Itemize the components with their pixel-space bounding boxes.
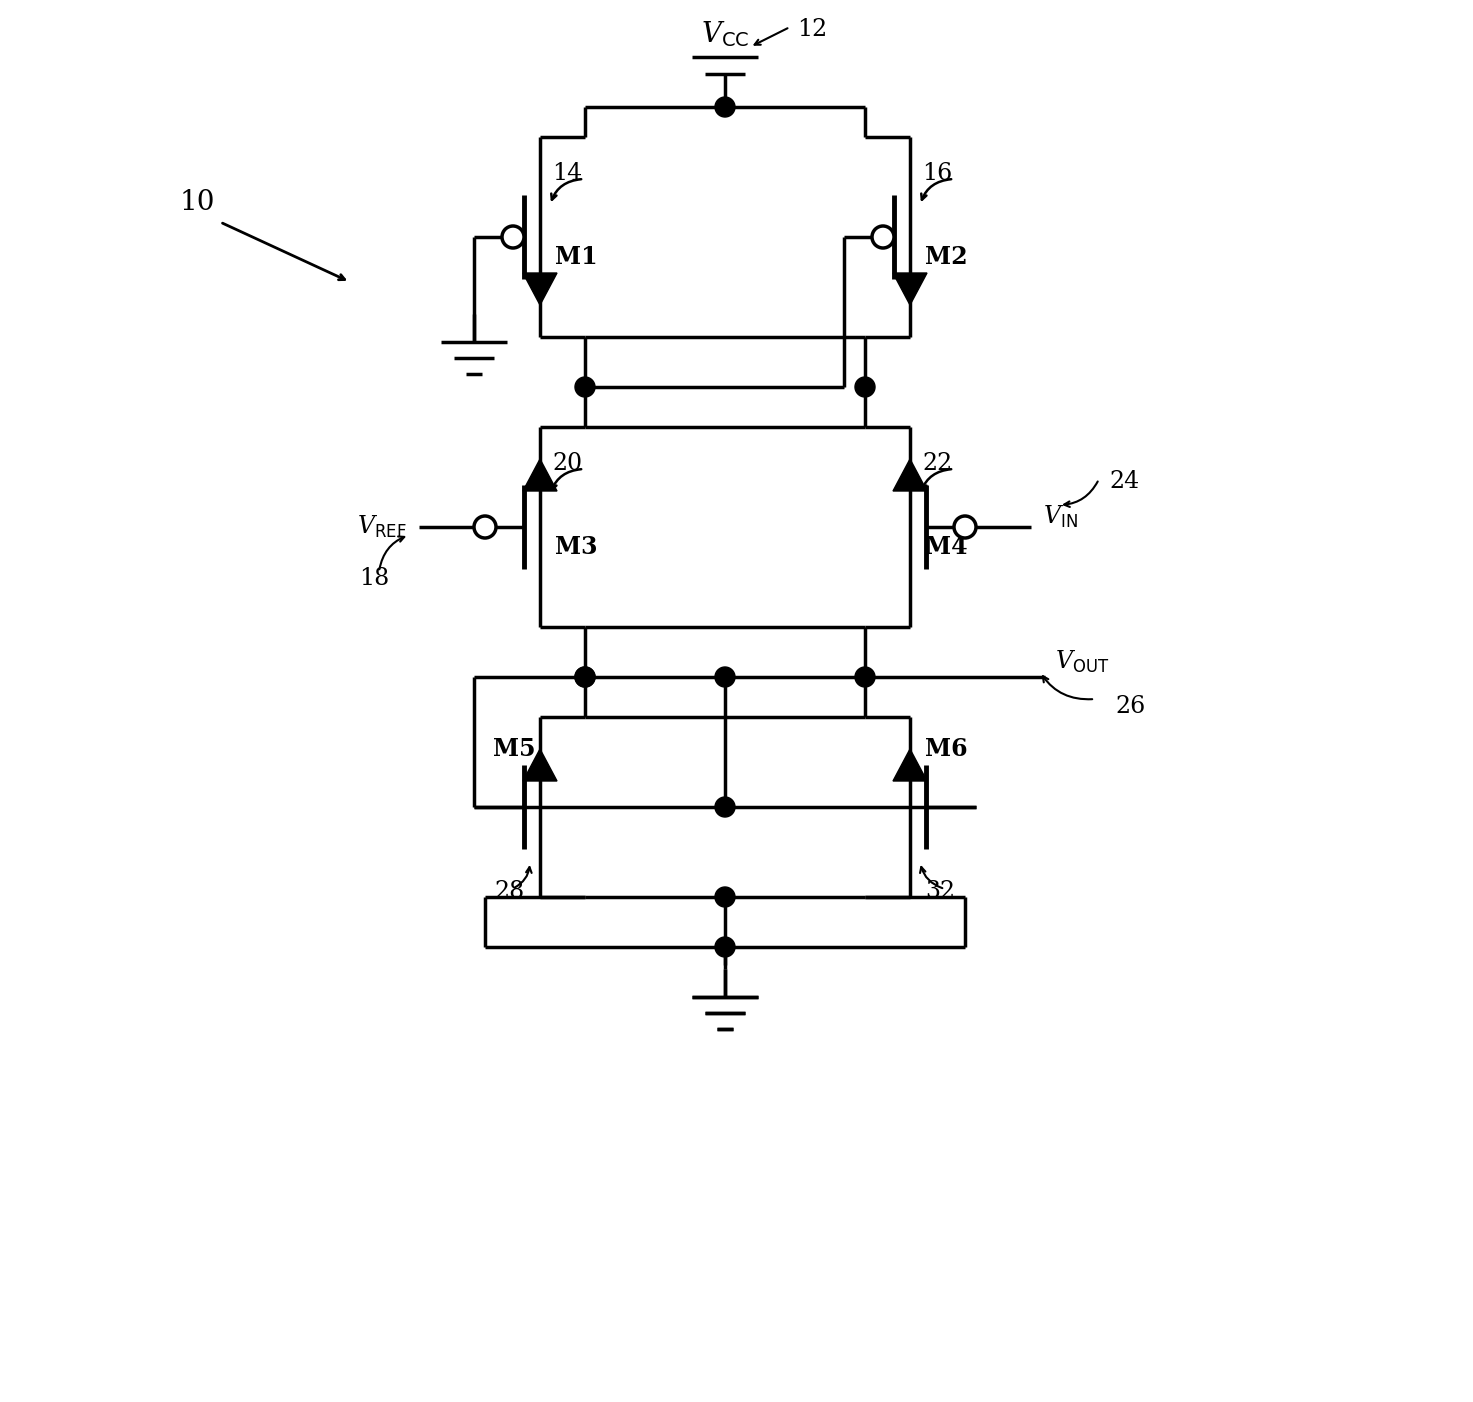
Polygon shape xyxy=(523,458,557,491)
Circle shape xyxy=(502,226,524,248)
Text: M6: M6 xyxy=(925,737,968,761)
Text: 16: 16 xyxy=(922,163,952,185)
Text: 28: 28 xyxy=(495,880,524,903)
Text: 32: 32 xyxy=(925,880,955,903)
Circle shape xyxy=(574,667,595,687)
Text: 18: 18 xyxy=(359,568,389,590)
Text: M5: M5 xyxy=(492,737,535,761)
Polygon shape xyxy=(893,749,927,781)
Text: M2: M2 xyxy=(925,245,968,269)
Text: V$_{\rm CC}$: V$_{\rm CC}$ xyxy=(701,20,750,49)
Text: V$_{\rm IN}$: V$_{\rm IN}$ xyxy=(1043,503,1078,530)
Circle shape xyxy=(872,226,894,248)
Circle shape xyxy=(854,667,875,687)
Polygon shape xyxy=(523,749,557,781)
Text: 22: 22 xyxy=(922,451,952,475)
Circle shape xyxy=(474,516,496,538)
Polygon shape xyxy=(523,273,557,306)
Text: V$_{\rm OUT}$: V$_{\rm OUT}$ xyxy=(1055,649,1109,676)
Text: 24: 24 xyxy=(1109,471,1139,494)
Circle shape xyxy=(854,377,875,397)
Circle shape xyxy=(574,667,595,687)
Polygon shape xyxy=(893,273,927,306)
Circle shape xyxy=(714,796,735,817)
Circle shape xyxy=(955,516,977,538)
Text: V$_{\rm REF}$: V$_{\rm REF}$ xyxy=(358,515,407,540)
Polygon shape xyxy=(893,458,927,491)
Text: 20: 20 xyxy=(552,451,582,475)
Text: M1: M1 xyxy=(555,245,598,269)
Text: 14: 14 xyxy=(552,163,582,185)
Text: 12: 12 xyxy=(797,17,828,41)
Text: 10: 10 xyxy=(180,188,215,216)
Circle shape xyxy=(714,97,735,116)
Circle shape xyxy=(714,937,735,958)
Circle shape xyxy=(714,667,735,687)
Circle shape xyxy=(574,377,595,397)
Circle shape xyxy=(714,887,735,907)
Text: M3: M3 xyxy=(555,536,598,559)
Text: M4: M4 xyxy=(925,536,968,559)
Text: 26: 26 xyxy=(1115,695,1145,718)
